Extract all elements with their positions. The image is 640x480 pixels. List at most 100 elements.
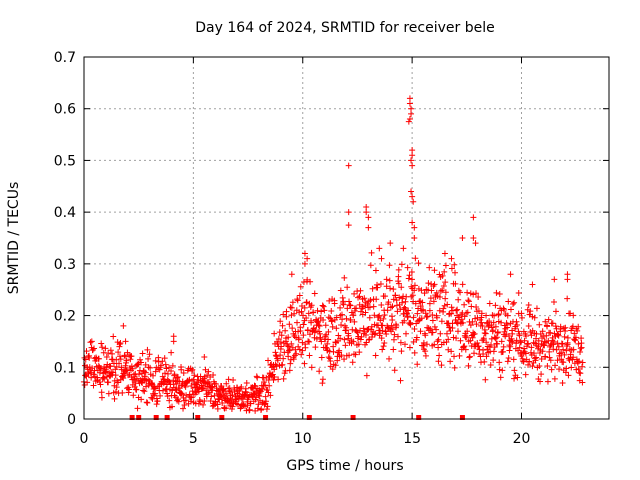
data-point bbox=[247, 400, 254, 407]
data-point bbox=[306, 338, 313, 345]
data-point bbox=[513, 318, 520, 325]
data-point bbox=[547, 342, 554, 349]
data-point bbox=[572, 334, 579, 341]
data-point bbox=[441, 250, 448, 257]
data-point bbox=[406, 95, 413, 102]
data-point bbox=[414, 310, 421, 317]
data-point bbox=[304, 255, 311, 262]
data-point bbox=[129, 365, 136, 372]
data-point bbox=[453, 307, 460, 314]
data-point bbox=[347, 302, 354, 309]
data-point bbox=[383, 330, 390, 337]
data-point bbox=[398, 284, 405, 291]
data-point bbox=[536, 362, 543, 369]
data-point bbox=[406, 272, 413, 279]
data-point bbox=[297, 327, 304, 334]
data-point bbox=[408, 276, 415, 283]
data-point bbox=[566, 357, 573, 364]
data-point bbox=[333, 325, 340, 332]
data-point bbox=[467, 322, 474, 329]
data-point bbox=[409, 162, 416, 169]
data-point bbox=[509, 339, 516, 346]
data-point bbox=[144, 346, 151, 353]
data-point bbox=[139, 379, 146, 386]
data-point bbox=[355, 294, 362, 301]
data-point bbox=[431, 267, 438, 274]
data-point bbox=[267, 392, 274, 399]
data-point bbox=[436, 294, 443, 301]
data-point bbox=[271, 373, 278, 380]
data-point bbox=[317, 334, 324, 341]
data-point bbox=[404, 313, 411, 320]
data-point bbox=[168, 368, 175, 375]
data-point bbox=[308, 364, 315, 371]
data-point bbox=[123, 357, 130, 364]
data-point bbox=[181, 401, 188, 408]
data-point bbox=[372, 352, 379, 359]
data-point bbox=[557, 323, 564, 330]
data-point bbox=[536, 321, 543, 328]
data-point bbox=[567, 351, 574, 358]
data-point bbox=[330, 348, 337, 355]
data-point bbox=[288, 304, 295, 311]
data-point bbox=[107, 347, 114, 354]
data-point bbox=[515, 328, 522, 335]
data-point bbox=[166, 378, 173, 385]
data-point bbox=[337, 335, 344, 342]
data-point bbox=[408, 110, 415, 117]
data-point bbox=[341, 336, 348, 343]
data-point bbox=[448, 255, 455, 262]
data-point bbox=[464, 328, 471, 335]
data-point bbox=[496, 290, 503, 297]
data-point bbox=[318, 354, 325, 361]
data-point bbox=[280, 355, 287, 362]
data-point bbox=[393, 297, 400, 304]
data-point bbox=[326, 348, 333, 355]
data-point bbox=[552, 323, 559, 330]
data-point bbox=[279, 361, 286, 368]
y-tick-label: 0 bbox=[67, 412, 76, 428]
data-point bbox=[329, 366, 336, 373]
data-point bbox=[295, 336, 302, 343]
data-point bbox=[356, 293, 363, 300]
data-point bbox=[330, 343, 337, 350]
data-point bbox=[271, 330, 278, 337]
data-point bbox=[379, 322, 386, 329]
data-point bbox=[408, 157, 415, 164]
data-point bbox=[346, 352, 353, 359]
data-point bbox=[518, 339, 524, 346]
data-point bbox=[433, 326, 440, 333]
data-point bbox=[308, 302, 315, 309]
data-point bbox=[409, 292, 416, 299]
data-point bbox=[116, 360, 123, 367]
y-tick-label: 0.7 bbox=[54, 50, 76, 66]
data-point bbox=[392, 292, 399, 299]
data-point bbox=[273, 363, 280, 370]
tick-labels: 0 0.1 0.2 0.3 0.4 0.5 0.6 0.7 0 5 10 15 20 bbox=[54, 50, 531, 447]
data-point bbox=[492, 323, 499, 330]
data-point bbox=[345, 335, 352, 342]
data-point bbox=[370, 303, 377, 310]
data-point bbox=[361, 295, 368, 302]
data-point bbox=[298, 351, 305, 358]
data-point bbox=[424, 313, 431, 320]
data-point bbox=[418, 287, 425, 294]
data-point bbox=[452, 269, 459, 276]
data-point bbox=[366, 314, 373, 321]
data-point bbox=[499, 348, 506, 355]
gap-marker bbox=[459, 415, 465, 420]
data-point bbox=[381, 339, 388, 346]
data-point bbox=[374, 284, 381, 291]
data-point bbox=[475, 294, 482, 301]
data-point bbox=[345, 222, 352, 229]
data-point bbox=[480, 347, 487, 354]
data-point bbox=[468, 303, 475, 310]
data-point bbox=[457, 289, 464, 296]
data-point bbox=[138, 359, 145, 366]
data-point bbox=[417, 328, 424, 335]
data-point bbox=[406, 116, 413, 123]
data-point bbox=[469, 318, 476, 325]
data-point bbox=[429, 311, 436, 318]
data-point bbox=[539, 328, 546, 335]
data-point bbox=[152, 390, 159, 397]
